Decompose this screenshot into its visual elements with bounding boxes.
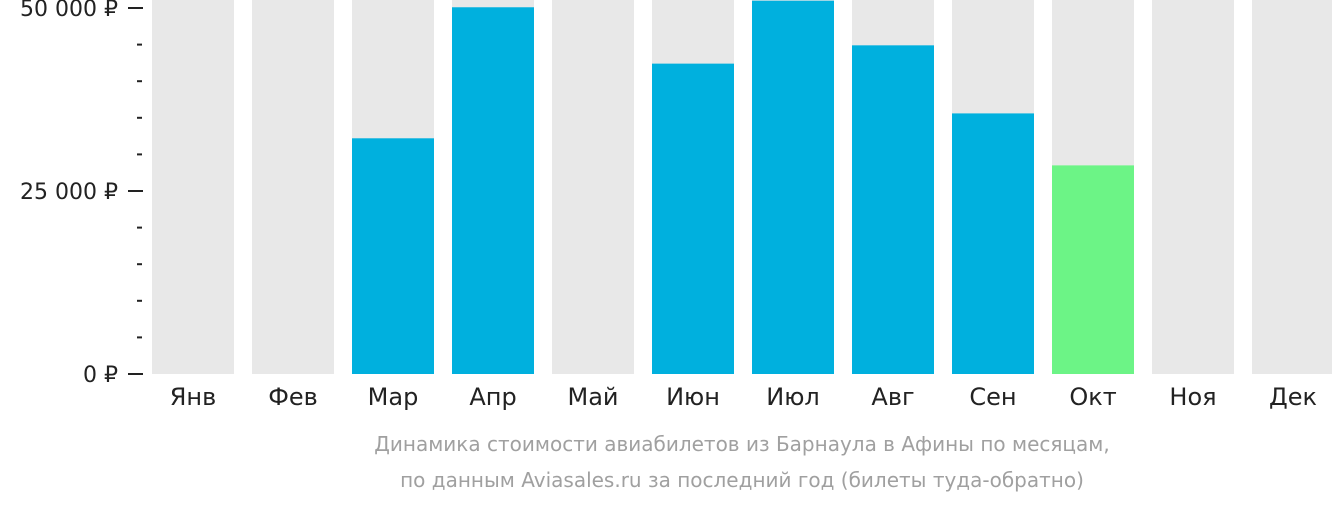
bar-9 — [952, 113, 1034, 375]
chart-caption-line: Динамика стоимости авиабилетов из Барнау… — [374, 432, 1109, 456]
bar-10 — [1052, 165, 1134, 374]
background-column-5 — [552, 0, 634, 374]
bar-8 — [852, 45, 934, 374]
background-column-2 — [252, 0, 334, 374]
x-tick-label: Сен — [969, 383, 1016, 411]
background-column-11 — [1152, 0, 1234, 374]
x-tick-label: Дек — [1269, 383, 1317, 411]
y-tick-label: 25 000 ₽ — [20, 180, 118, 205]
bar-6 — [652, 63, 734, 375]
x-tick-label: Апр — [469, 383, 516, 411]
chart-caption-line: по данным Aviasales.ru за последний год … — [400, 468, 1084, 492]
bar-7 — [752, 0, 834, 375]
x-tick-label: Июл — [766, 383, 820, 411]
y-tick-label: 50 000 ₽ — [20, 0, 118, 22]
x-tick-label: Фев — [268, 383, 318, 411]
x-tick-label: Май — [567, 383, 618, 411]
x-tick-label: Авг — [871, 383, 914, 411]
x-tick-label: Июн — [666, 383, 720, 411]
x-tick-label: Янв — [170, 383, 217, 411]
x-tick-label: Ноя — [1169, 383, 1216, 411]
bar-4 — [452, 7, 534, 374]
background-column-1 — [152, 0, 234, 374]
background-column-12 — [1252, 0, 1332, 374]
bar-3 — [352, 138, 434, 374]
y-tick-label: 0 ₽ — [83, 363, 118, 388]
x-tick-label: Мар — [368, 383, 419, 411]
x-tick-label: Окт — [1069, 383, 1116, 411]
